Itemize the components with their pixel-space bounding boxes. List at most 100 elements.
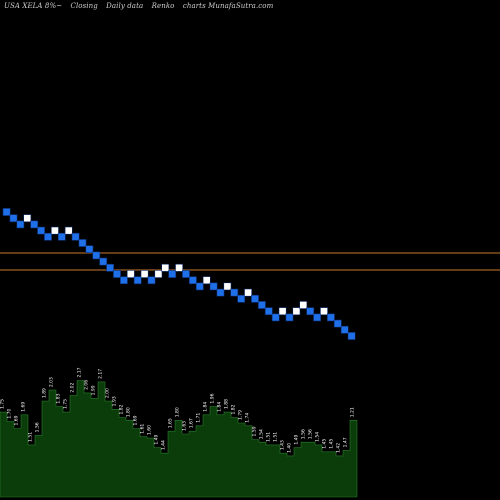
ticker-label: USA XELA 8%~ bbox=[4, 2, 63, 10]
renko-brick-down bbox=[2, 208, 11, 216]
volume-label: 1.59 bbox=[252, 426, 258, 436]
volume-label: 1.69 bbox=[21, 402, 27, 412]
volume-label: 1.75 bbox=[0, 399, 6, 409]
renko-brick-down bbox=[120, 276, 128, 285]
renko-brick-up bbox=[23, 214, 32, 223]
renko-brick-down bbox=[85, 245, 94, 254]
renko-brick-down bbox=[106, 263, 114, 272]
chart-header: USA XELA 8%~ Closing Daily data Renko ch… bbox=[4, 2, 496, 14]
volume-area bbox=[0, 380, 358, 498]
volume-label: 2.00 bbox=[105, 388, 111, 398]
renko-brick-up bbox=[154, 270, 163, 278]
renko-brick-down bbox=[347, 332, 356, 340]
volume-label: 1.61 bbox=[140, 424, 146, 434]
renko-brick-down bbox=[271, 313, 280, 322]
volume-label: 1.49 bbox=[154, 435, 160, 445]
renko-brick-down bbox=[195, 282, 204, 291]
renko-brick-down bbox=[216, 288, 225, 297]
volume-label: 1.65 bbox=[168, 418, 174, 428]
renko-brick-up bbox=[202, 276, 211, 285]
volume-label: 1.51 bbox=[28, 432, 34, 442]
volume-label: 1.54 bbox=[259, 429, 265, 439]
renko-brick-down bbox=[313, 313, 321, 322]
header-part-renko: Renko bbox=[151, 2, 175, 10]
volume-label: 1.45 bbox=[322, 439, 328, 449]
renko-brick-down bbox=[182, 270, 190, 278]
renko-brick-up bbox=[64, 226, 73, 235]
header-part-closing: Closing bbox=[70, 2, 98, 10]
volume-label: 1.83 bbox=[56, 393, 62, 403]
renko-brick-down bbox=[257, 301, 266, 309]
volume-label: 2.06 bbox=[84, 380, 90, 390]
volume-label: 2.03 bbox=[49, 377, 55, 387]
renko-brick-down bbox=[57, 232, 66, 241]
volume-label: 2.17 bbox=[77, 367, 83, 377]
volume-label: 1.70 bbox=[7, 408, 13, 418]
volume-label: 1.51 bbox=[273, 432, 279, 442]
renko-brick-down bbox=[306, 307, 315, 316]
volume-label: 1.84 bbox=[203, 402, 209, 412]
volume-label: 1.63 bbox=[182, 421, 188, 431]
volume-label: 1.96 bbox=[210, 393, 216, 403]
renko-brick-down bbox=[326, 313, 335, 322]
renko-brick-down bbox=[92, 251, 101, 260]
renko-brick-up bbox=[161, 263, 170, 272]
renko-brick-down bbox=[30, 220, 39, 229]
volume-label: 1.47 bbox=[343, 437, 349, 447]
volume-label: 1.56 bbox=[301, 429, 307, 439]
volume-label: 1.49 bbox=[294, 435, 300, 445]
renko-brick-down bbox=[230, 288, 239, 297]
volume-label: 1.88 bbox=[224, 399, 230, 409]
volume-label: 2.17 bbox=[98, 369, 104, 379]
volume-label: 1.84 bbox=[217, 402, 223, 412]
volume-label: 1.89 bbox=[42, 388, 48, 398]
volume-label: 1.56 bbox=[308, 429, 314, 439]
renko-brick-down bbox=[37, 226, 45, 235]
volume-label: 1.69 bbox=[14, 415, 20, 425]
renko-brick-up bbox=[292, 307, 301, 316]
volume-label: 1.44 bbox=[161, 440, 167, 450]
renko-brick-up bbox=[126, 270, 135, 278]
volume-label: 1.71 bbox=[196, 413, 202, 423]
volume-label: 1.56 bbox=[35, 422, 41, 432]
renko-brick-up bbox=[223, 282, 232, 291]
renko-brick-up bbox=[278, 307, 287, 316]
volume-label: 1.82 bbox=[119, 404, 125, 414]
volume-label: 2.02 bbox=[70, 382, 76, 392]
renko-brick-down bbox=[168, 270, 177, 278]
renko-brick-down bbox=[147, 276, 156, 285]
renko-brick-down bbox=[285, 313, 294, 322]
renko-brick-down bbox=[333, 319, 342, 328]
volume-label: 1.82 bbox=[231, 404, 237, 414]
volume-label: 1.80 bbox=[126, 407, 132, 417]
volume-label: 1.60 bbox=[147, 425, 153, 435]
renko-brick-down bbox=[133, 276, 142, 285]
renko-brick-down bbox=[71, 232, 80, 241]
renko-brick-down bbox=[340, 325, 349, 334]
renko-brick-down bbox=[9, 214, 18, 223]
renko-brick-down bbox=[44, 232, 52, 241]
renko-brick-up bbox=[299, 301, 308, 309]
renko-brick-down bbox=[209, 282, 218, 291]
volume-label: 1.67 bbox=[189, 418, 195, 428]
renko-brick-down bbox=[251, 294, 259, 303]
renko-brick-down bbox=[264, 307, 273, 316]
volume-label: 1.74 bbox=[245, 413, 251, 423]
renko-brick-down bbox=[16, 220, 25, 229]
volume-label: 1.79 bbox=[238, 410, 244, 420]
header-part-site: charts MunafaSutra.com bbox=[182, 2, 274, 10]
renko-brick-down bbox=[78, 239, 87, 247]
volume-label: 1.69 bbox=[133, 415, 139, 425]
renko-brick-down bbox=[189, 276, 197, 285]
volume-label: 1.80 bbox=[175, 407, 181, 417]
volume-label: 1.93 bbox=[112, 396, 118, 406]
header-part-daily: Daily data bbox=[106, 2, 144, 10]
volume-label: 1.21 bbox=[350, 407, 356, 417]
volume-label: 1.42 bbox=[336, 443, 342, 453]
volume-label: 1.54 bbox=[315, 432, 321, 442]
volume-label: 1.99 bbox=[91, 385, 97, 395]
volume-label: 1.45 bbox=[329, 439, 335, 449]
renko-brick-up bbox=[175, 263, 183, 272]
